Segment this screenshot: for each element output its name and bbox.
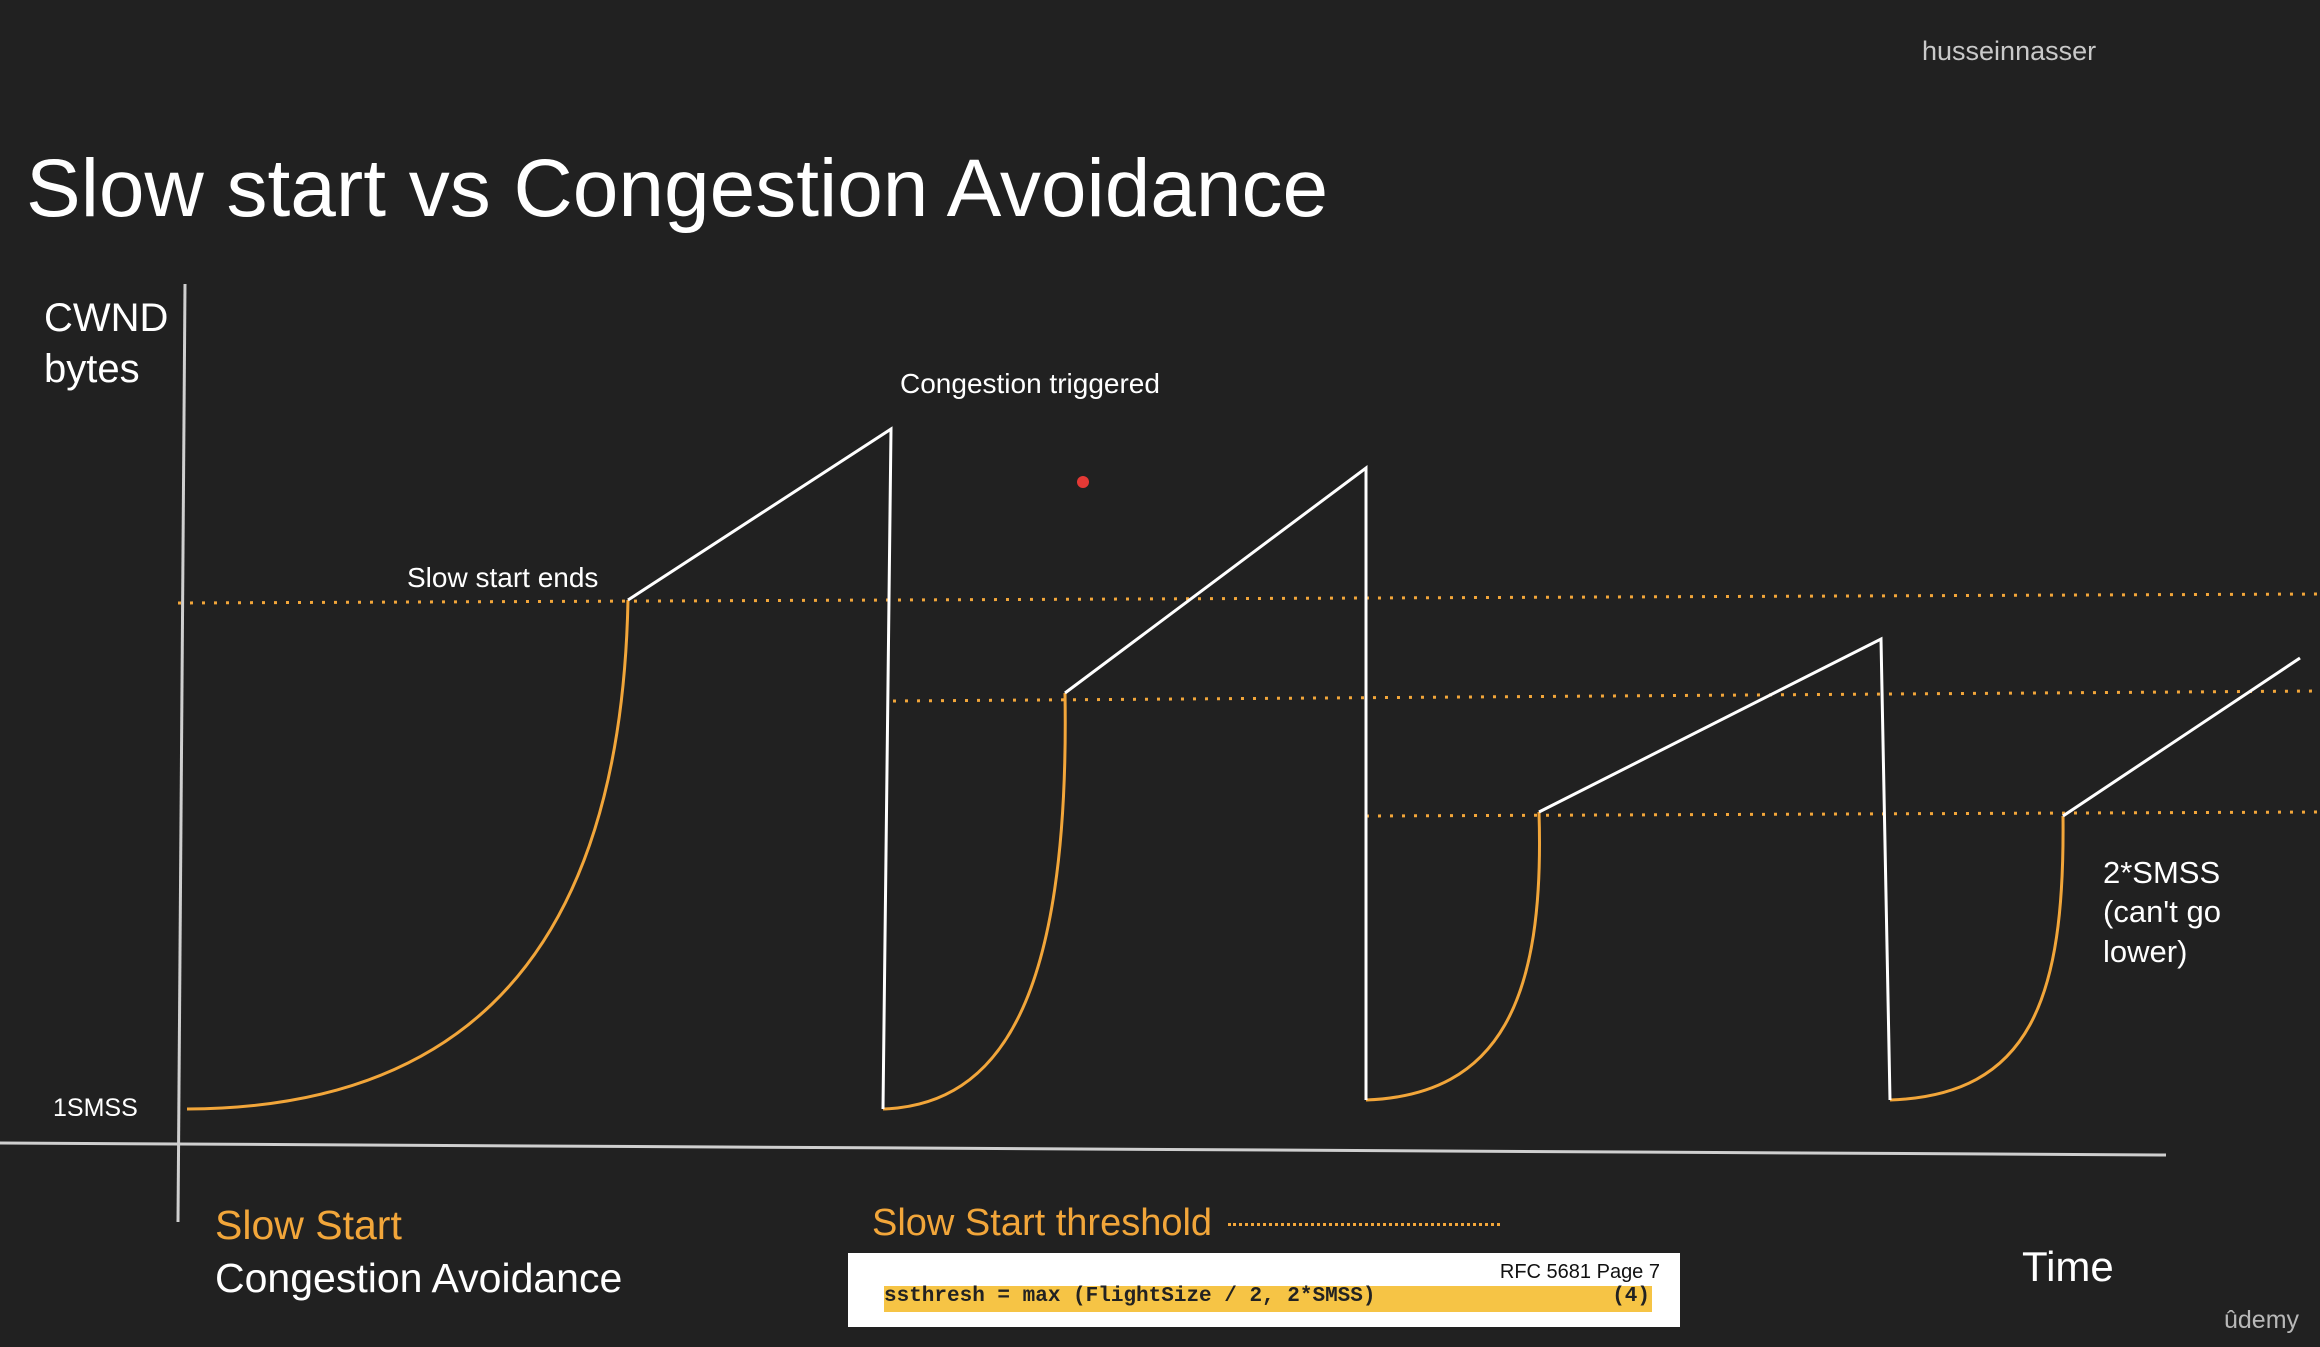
y-axis-label-line1: CWND [44,296,168,340]
legend-threshold-dotted-line [1228,1223,1500,1226]
slide-title: Slow start vs Congestion Avoidance [26,143,1329,234]
legend-slow-start: Slow Start [215,1202,402,1248]
threshold-line-2 [892,689,2320,703]
udemy-logo: ûdemy [2224,1306,2300,1334]
floor-label-line1: 2*SMSS [2103,855,2220,890]
rfc-excerpt-box: RFC 5681 Page 7 ssthresh = max (FlightSi… [848,1253,1680,1327]
y-axis-label-line2: bytes [44,347,140,391]
congestion-avoidance-path-2 [1064,465,1368,1100]
y-axis [176,283,187,1223]
threshold-line-3 [1365,810,2320,818]
pointer-dot [1077,476,1089,488]
slow-start-curve-1 [186,599,630,1111]
ssthresh-formula: ssthresh = max (FlightSize / 2, 2*SMSS) [884,1285,1376,1308]
slow-start-curve-4 [1889,815,2065,1102]
congestion-avoidance-path-3 [1538,636,1892,1101]
formula-highlight [884,1286,1652,1312]
congestion-avoidance-path-4 [2062,656,2301,818]
x-axis [0,1141,2167,1157]
floor-label-line2: (can't go [2103,894,2221,929]
slow-start-curve-3 [1365,811,1542,1102]
congestion-avoidance-path-1 [627,426,893,1110]
slow-start-ends-label: Slow start ends [407,562,598,593]
rfc-reference: RFC 5681 Page 7 [1499,1261,1660,1283]
min-cwnd-label: 1SMSS [53,1094,138,1122]
slow-start-curve-2 [882,692,1067,1111]
equation-number: (4) [1612,1285,1650,1308]
threshold-line-1 [177,592,2320,605]
x-axis-label: Time [2022,1243,2114,1290]
congestion-triggered-label: Congestion triggered [900,368,1160,399]
legend-threshold: Slow Start threshold [872,1202,1213,1244]
floor-label-line3: lower) [2103,934,2187,969]
legend-congestion-avoidance: Congestion Avoidance [215,1255,623,1301]
watermark-text: husseinnasser [1922,36,2097,66]
